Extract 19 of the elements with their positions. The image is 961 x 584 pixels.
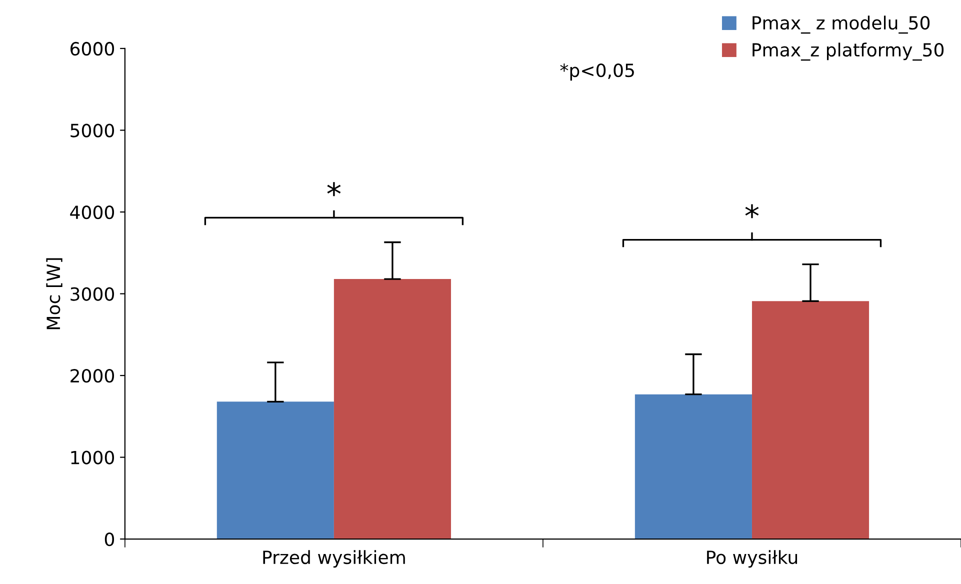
bar xyxy=(634,394,752,540)
legend-label: Pmax_ z modelu_50 xyxy=(752,16,930,34)
y-tick-label: 5000 xyxy=(70,124,114,138)
bar xyxy=(752,301,870,540)
y-tick-label: 0 xyxy=(104,532,114,546)
y-tick-label: 1000 xyxy=(71,450,114,464)
bar xyxy=(334,279,451,540)
annotation: * xyxy=(745,204,759,218)
y-tick-label: 4000 xyxy=(70,205,114,220)
annotation: * xyxy=(327,182,341,196)
x-tick-label: Przed wysiłkiem xyxy=(263,550,405,568)
y-tick-label: 3000 xyxy=(70,287,114,301)
legend-label: Pmax_z platformy_50 xyxy=(752,42,944,61)
y-axis-title: Moc [W] xyxy=(46,258,62,330)
x-tick-label: Po wysiłku xyxy=(707,550,798,568)
bar xyxy=(216,402,334,540)
y-tick-label: 6000 xyxy=(70,42,114,56)
y-tick-label: 2000 xyxy=(70,368,114,383)
annotation: *p<0,05 xyxy=(560,64,634,81)
